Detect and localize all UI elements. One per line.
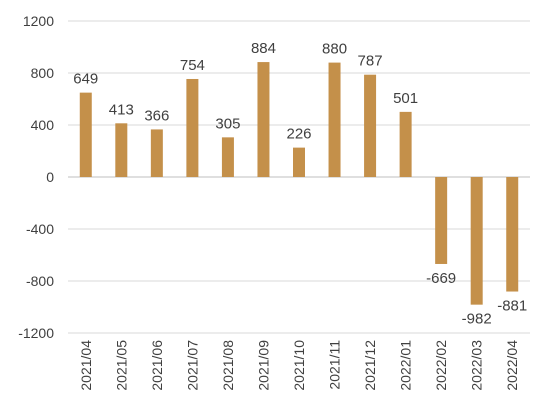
- bar: [221, 137, 234, 177]
- grid-layer: [68, 20, 530, 334]
- x-tick-label: 2021/07: [184, 340, 200, 391]
- x-tick-label: 2021/10: [291, 340, 307, 391]
- y-tick-label: 0: [46, 169, 54, 185]
- bar: [79, 92, 92, 177]
- bar: [470, 177, 483, 305]
- x-tick-label: 2021/11: [327, 340, 343, 390]
- data-label: 884: [251, 40, 276, 57]
- x-tick-label: 2021/05: [113, 340, 129, 391]
- bar: [257, 62, 270, 177]
- x-tick-label: 2021/04: [78, 340, 94, 391]
- data-label: -982: [462, 311, 492, 328]
- data-label: -881: [497, 298, 527, 315]
- data-label: 501: [393, 90, 418, 107]
- data-label: 787: [358, 53, 383, 70]
- bar: [293, 147, 305, 177]
- bar: [435, 177, 448, 264]
- data-label: 226: [286, 126, 311, 143]
- y-tick-label: -400: [26, 221, 54, 237]
- data-label: 413: [109, 101, 134, 118]
- data-label: 305: [215, 115, 240, 132]
- x-tick-label: 2021/08: [220, 340, 236, 391]
- y-axis: -1200 -800 -400 0 400 800 1200: [18, 13, 54, 341]
- x-tick-label: 2022/03: [469, 340, 485, 391]
- bar: [399, 111, 412, 177]
- x-tick-label: 2021/06: [149, 340, 165, 391]
- y-tick-label: -800: [26, 273, 54, 289]
- bar: [150, 129, 163, 177]
- y-tick-label: 400: [31, 117, 55, 133]
- data-label: 880: [322, 41, 347, 58]
- x-tick-label: 2022/04: [504, 340, 520, 391]
- y-tick-label: 1200: [23, 13, 54, 29]
- y-tick-label: -1200: [18, 325, 54, 341]
- data-label: -669: [426, 270, 456, 287]
- x-tick-label: 2022/02: [433, 340, 449, 391]
- data-label: 754: [180, 57, 205, 74]
- bar: [115, 123, 128, 177]
- x-tick-label: 2021/12: [362, 340, 378, 391]
- data-label: 649: [73, 71, 98, 88]
- data-label: 366: [144, 107, 169, 124]
- bar: [364, 74, 377, 177]
- y-tick-label: 800: [31, 65, 55, 81]
- x-axis: 2021/04 2021/05 2021/06 2021/07 2021/08 2021/…: [78, 340, 520, 391]
- bar: [328, 62, 341, 177]
- bar: [506, 177, 519, 292]
- data-labels: 649 413 366 754 305 884 226 880 787 501 -669 -982 -8…: [73, 40, 527, 328]
- x-tick-label: 2022/01: [398, 340, 414, 391]
- x-tick-label: 2021/09: [255, 340, 271, 391]
- bar: [186, 78, 199, 177]
- bar-layer: [79, 62, 519, 305]
